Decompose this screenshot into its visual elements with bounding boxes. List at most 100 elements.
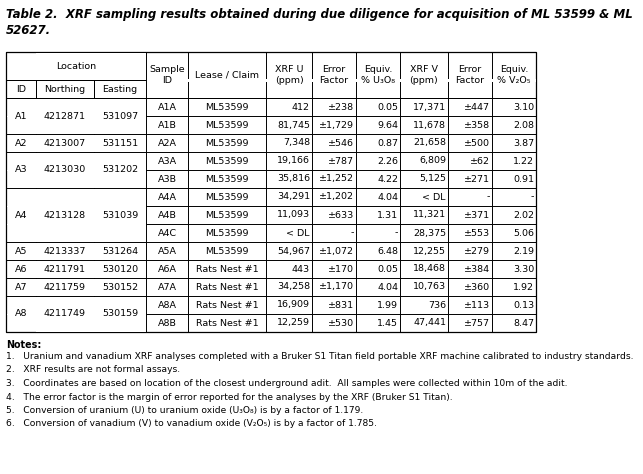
Text: 0.13: 0.13 (513, 301, 534, 310)
Text: ±384: ±384 (464, 264, 490, 273)
Text: 3.   Coordinates are based on location of the closest underground adit.  All sam: 3. Coordinates are based on location of … (6, 379, 568, 388)
Text: ±553: ±553 (464, 228, 490, 237)
Text: ±500: ±500 (464, 138, 490, 147)
Text: 34,291: 34,291 (277, 192, 310, 201)
Text: ±1,252: ±1,252 (319, 174, 354, 183)
Text: XRF V
(ppm): XRF V (ppm) (410, 65, 439, 85)
Text: 4213007: 4213007 (44, 138, 86, 147)
Text: ±279: ±279 (464, 246, 490, 255)
Text: A4: A4 (15, 210, 27, 219)
Text: ±62: ±62 (470, 156, 490, 165)
Bar (35, 279, 95, 295)
Text: 530159: 530159 (102, 310, 138, 319)
Text: ID: ID (16, 84, 26, 93)
Bar (94, 297, 147, 331)
Text: Rats Nest #1: Rats Nest #1 (195, 264, 258, 273)
Bar (94, 153, 147, 188)
Text: 52627.: 52627. (6, 24, 51, 37)
Text: A6: A6 (15, 264, 27, 273)
Text: A4A: A4A (158, 192, 176, 201)
Text: 81,745: 81,745 (277, 120, 310, 129)
Text: 530120: 530120 (102, 264, 138, 273)
Bar (6, 313, 145, 315)
Bar (94, 243, 147, 259)
Text: 18,468: 18,468 (413, 264, 446, 273)
Text: XRF U
(ppm): XRF U (ppm) (275, 65, 303, 85)
Text: A7: A7 (15, 283, 27, 292)
Text: 11,093: 11,093 (277, 210, 310, 219)
Bar (35, 153, 95, 188)
Text: 17,371: 17,371 (413, 102, 446, 111)
Text: ±1,729: ±1,729 (319, 120, 354, 129)
Text: ML53599: ML53599 (205, 210, 249, 219)
Text: 11,321: 11,321 (413, 210, 446, 219)
Text: 2.02: 2.02 (513, 210, 534, 219)
Text: 5,125: 5,125 (419, 174, 446, 183)
Text: 11,678: 11,678 (413, 120, 446, 129)
Text: 4211759: 4211759 (44, 283, 86, 292)
Text: 3.87: 3.87 (513, 138, 534, 147)
Text: ±113: ±113 (464, 301, 490, 310)
Text: Sample
ID: Sample ID (149, 65, 185, 85)
Text: 531202: 531202 (102, 165, 138, 174)
Bar (147, 79, 536, 82)
Text: ±358: ±358 (464, 120, 490, 129)
Text: 19,166: 19,166 (277, 156, 310, 165)
Text: ML53599: ML53599 (205, 174, 249, 183)
Bar (94, 135, 147, 152)
Text: Northing: Northing (44, 84, 86, 93)
Text: 6,809: 6,809 (419, 156, 446, 165)
Text: ML53599: ML53599 (205, 138, 249, 147)
Text: 4.   The error factor is the margin of error reported for the analyses by the XR: 4. The error factor is the margin of err… (6, 392, 453, 401)
Text: Error
Factor: Error Factor (320, 65, 349, 85)
Text: ±831: ±831 (328, 301, 354, 310)
Text: Rats Nest #1: Rats Nest #1 (195, 301, 258, 310)
Text: 4213337: 4213337 (44, 246, 86, 255)
Text: Equiv.
% V₂O₅: Equiv. % V₂O₅ (497, 65, 530, 85)
Text: Location: Location (56, 62, 96, 71)
Text: 0.05: 0.05 (377, 102, 398, 111)
Bar (94, 189, 147, 241)
Text: 16,909: 16,909 (277, 301, 310, 310)
Bar (36, 53, 146, 80)
Text: A8: A8 (15, 310, 27, 319)
Text: 2.26: 2.26 (377, 156, 398, 165)
Text: A8A: A8A (158, 301, 176, 310)
Text: A1A: A1A (158, 102, 176, 111)
Bar (35, 99, 95, 134)
Text: -: - (487, 192, 490, 201)
Bar (6, 206, 145, 207)
Text: A7A: A7A (158, 283, 176, 292)
Text: 4211791: 4211791 (44, 264, 86, 273)
Text: 736: 736 (428, 301, 446, 310)
Text: A2: A2 (15, 138, 27, 147)
Text: 2.08: 2.08 (513, 120, 534, 129)
Text: 21,658: 21,658 (413, 138, 446, 147)
Text: 531264: 531264 (102, 246, 138, 255)
Text: ±371: ±371 (464, 210, 490, 219)
Text: 54,967: 54,967 (277, 246, 310, 255)
Text: 10,763: 10,763 (413, 283, 446, 292)
Text: A6A: A6A (158, 264, 176, 273)
Text: 8.47: 8.47 (513, 319, 534, 328)
Text: 12,255: 12,255 (413, 246, 446, 255)
Text: 1.99: 1.99 (377, 301, 398, 310)
Text: ±1,072: ±1,072 (319, 246, 354, 255)
Text: 3.30: 3.30 (512, 264, 534, 273)
Text: ±546: ±546 (328, 138, 354, 147)
Text: < DL: < DL (287, 228, 310, 237)
Text: 28,375: 28,375 (413, 228, 446, 237)
Text: A4C: A4C (158, 228, 177, 237)
Text: ±238: ±238 (328, 102, 354, 111)
Bar (6, 170, 145, 171)
Text: A3A: A3A (158, 156, 177, 165)
Text: 4.04: 4.04 (377, 283, 398, 292)
Text: ML53599: ML53599 (205, 192, 249, 201)
Text: A8B: A8B (158, 319, 176, 328)
Text: 34,258: 34,258 (277, 283, 310, 292)
Bar (35, 261, 95, 277)
Text: A5: A5 (15, 246, 27, 255)
Text: 0.91: 0.91 (513, 174, 534, 183)
Text: A1B: A1B (158, 120, 176, 129)
Text: < DL: < DL (422, 192, 446, 201)
